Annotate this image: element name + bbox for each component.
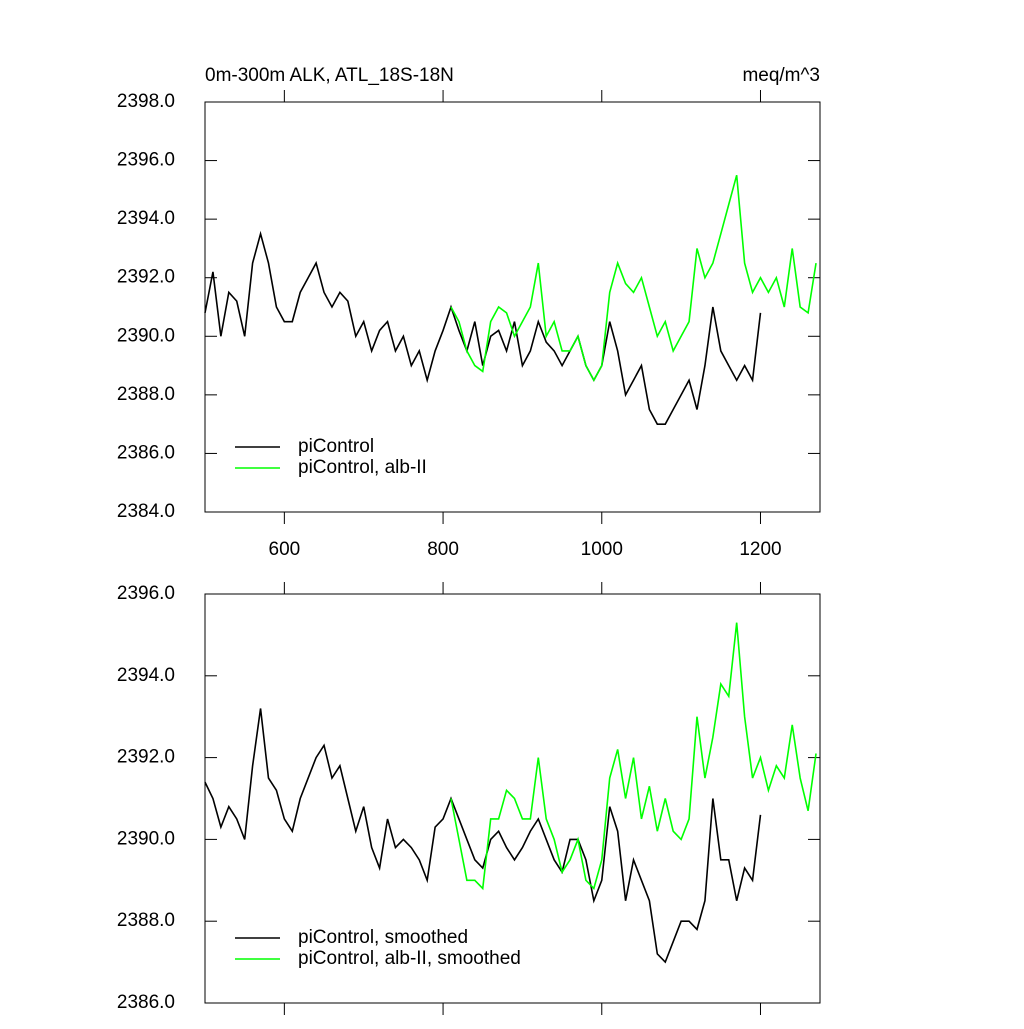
y-tick-label: 2398.0 — [117, 91, 175, 112]
y-tick-label: 2388.0 — [117, 384, 175, 405]
legend-label: piControl — [298, 436, 374, 457]
y-tick-label: 2388.0 — [117, 910, 175, 931]
y-tick-label: 2396.0 — [117, 150, 175, 171]
y-tick-label: 2394.0 — [117, 208, 175, 229]
series-line — [204, 230, 762, 425]
plot-frame — [204, 101, 821, 513]
units-label: meq/m^3 — [742, 65, 820, 86]
chart-title: 0m-300m ALK, ATL_18S-18N — [205, 65, 454, 86]
series-line — [450, 622, 817, 891]
y-tick-label: 2392.0 — [117, 747, 175, 768]
y-tick-label: 2396.0 — [117, 583, 175, 604]
y-tick-label: 2390.0 — [117, 828, 175, 849]
y-tick-label: 2384.0 — [117, 501, 175, 522]
series-line — [450, 175, 817, 382]
legend-label: piControl, alb-II — [298, 457, 427, 478]
legend-label: piControl, alb-II, smoothed — [298, 948, 521, 969]
y-tick-label: 2386.0 — [117, 442, 175, 463]
y-tick-label: 2386.0 — [117, 992, 175, 1013]
y-tick-label: 2390.0 — [117, 325, 175, 346]
x-tick-label: 1000 — [581, 539, 623, 560]
y-tick-label: 2394.0 — [117, 665, 175, 686]
x-tick-label: 600 — [269, 539, 301, 560]
legend-label: piControl, smoothed — [298, 927, 468, 948]
x-tick-label: 800 — [427, 539, 459, 560]
series-line — [204, 708, 762, 964]
y-tick-label: 2392.0 — [117, 267, 175, 288]
plot-frame — [204, 593, 821, 1004]
x-tick-label: 1200 — [739, 539, 781, 560]
